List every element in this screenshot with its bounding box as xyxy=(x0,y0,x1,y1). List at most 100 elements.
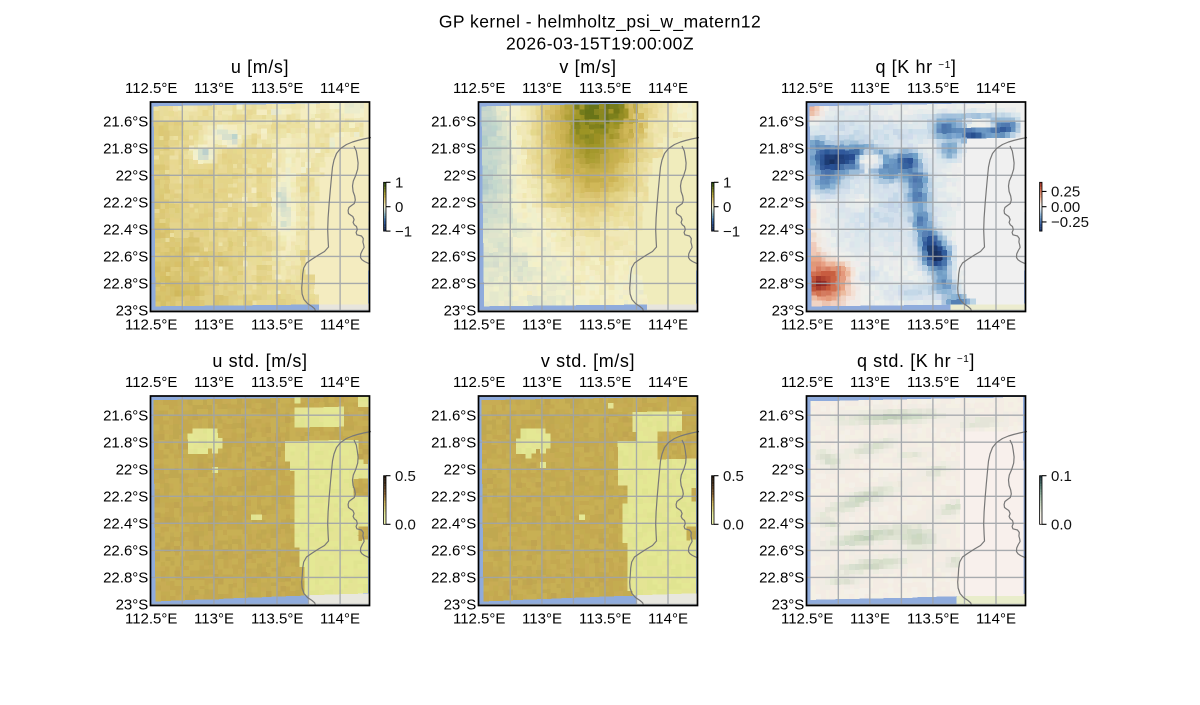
svg-text:112.5°E: 112.5°E xyxy=(453,374,505,391)
svg-text:113.5°E: 113.5°E xyxy=(579,374,631,391)
svg-text:22.8°S: 22.8°S xyxy=(431,276,476,293)
svg-text:113°E: 113°E xyxy=(194,316,234,333)
svg-text:114°E: 114°E xyxy=(320,610,360,627)
svg-text:22.6°S: 22.6°S xyxy=(759,249,804,266)
svg-text:23°S: 23°S xyxy=(772,303,805,320)
svg-text:22°S: 22°S xyxy=(444,168,477,185)
svg-text:113.5°E: 113.5°E xyxy=(251,316,303,333)
svg-text:113°E: 113°E xyxy=(850,80,890,97)
svg-text:112.5°E: 112.5°E xyxy=(125,316,177,333)
svg-text:21.8°S: 21.8°S xyxy=(431,434,476,451)
svg-text:114°E: 114°E xyxy=(320,374,360,391)
svg-text:22.6°S: 22.6°S xyxy=(431,543,476,560)
svg-text:113.5°E: 113.5°E xyxy=(579,80,631,97)
svg-text:22.4°S: 22.4°S xyxy=(103,516,148,533)
svg-text:21.8°S: 21.8°S xyxy=(759,434,804,451)
svg-text:113.5°E: 113.5°E xyxy=(251,610,303,627)
svg-text:v [m/s]: v [m/s] xyxy=(559,57,616,77)
svg-text:22.4°S: 22.4°S xyxy=(431,516,476,533)
svg-text:21.6°S: 21.6°S xyxy=(103,113,148,130)
svg-text:114°E: 114°E xyxy=(976,316,1016,333)
svg-text:114°E: 114°E xyxy=(976,374,1016,391)
svg-text:2026-03-15T19:00:00Z: 2026-03-15T19:00:00Z xyxy=(506,34,694,54)
svg-text:22.4°S: 22.4°S xyxy=(759,222,804,239)
svg-text:22.2°S: 22.2°S xyxy=(431,195,476,212)
svg-text:22.6°S: 22.6°S xyxy=(431,249,476,266)
svg-text:1: 1 xyxy=(395,175,403,192)
svg-text:113.5°E: 113.5°E xyxy=(251,374,303,391)
svg-text:0.25: 0.25 xyxy=(1051,184,1080,201)
svg-text:112.5°E: 112.5°E xyxy=(781,316,833,333)
svg-text:21.6°S: 21.6°S xyxy=(759,113,804,130)
svg-text:113°E: 113°E xyxy=(194,374,234,391)
svg-text:113°E: 113°E xyxy=(194,610,234,627)
svg-text:112.5°E: 112.5°E xyxy=(453,316,505,333)
svg-text:22.6°S: 22.6°S xyxy=(759,543,804,560)
svg-text:23°S: 23°S xyxy=(444,303,477,320)
svg-text:113.5°E: 113.5°E xyxy=(907,610,959,627)
svg-text:112.5°E: 112.5°E xyxy=(125,80,177,97)
svg-text:22°S: 22°S xyxy=(772,462,805,479)
svg-text:−0.25: −0.25 xyxy=(1051,214,1089,231)
svg-text:22.6°S: 22.6°S xyxy=(103,543,148,560)
svg-text:22.8°S: 22.8°S xyxy=(103,570,148,587)
svg-text:21.8°S: 21.8°S xyxy=(103,434,148,451)
svg-text:112.5°E: 112.5°E xyxy=(781,610,833,627)
svg-text:23°S: 23°S xyxy=(444,597,477,614)
svg-text:114°E: 114°E xyxy=(648,80,688,97)
svg-text:114°E: 114°E xyxy=(320,316,360,333)
svg-text:113.5°E: 113.5°E xyxy=(907,80,959,97)
svg-text:114°E: 114°E xyxy=(320,80,360,97)
svg-text:113°E: 113°E xyxy=(522,374,562,391)
svg-text:22.2°S: 22.2°S xyxy=(103,195,148,212)
svg-text:23°S: 23°S xyxy=(116,303,149,320)
svg-text:113°E: 113°E xyxy=(850,316,890,333)
svg-text:22.2°S: 22.2°S xyxy=(759,489,804,506)
svg-text:112.5°E: 112.5°E xyxy=(781,374,833,391)
svg-text:113°E: 113°E xyxy=(850,374,890,391)
svg-text:−1: −1 xyxy=(723,223,740,240)
svg-text:22°S: 22°S xyxy=(116,462,149,479)
svg-text:112.5°E: 112.5°E xyxy=(453,610,505,627)
svg-text:114°E: 114°E xyxy=(976,610,1016,627)
svg-text:21.8°S: 21.8°S xyxy=(431,140,476,157)
svg-text:113°E: 113°E xyxy=(522,80,562,97)
svg-text:114°E: 114°E xyxy=(648,316,688,333)
svg-text:22.8°S: 22.8°S xyxy=(759,570,804,587)
svg-text:114°E: 114°E xyxy=(648,374,688,391)
svg-text:21.6°S: 21.6°S xyxy=(759,407,804,424)
svg-text:113°E: 113°E xyxy=(194,80,234,97)
svg-text:v std. [m/s]: v std. [m/s] xyxy=(541,351,635,371)
svg-text:21.6°S: 21.6°S xyxy=(103,407,148,424)
svg-text:113.5°E: 113.5°E xyxy=(907,374,959,391)
svg-text:114°E: 114°E xyxy=(976,80,1016,97)
svg-text:22.4°S: 22.4°S xyxy=(759,516,804,533)
svg-text:22.8°S: 22.8°S xyxy=(759,276,804,293)
svg-text:23°S: 23°S xyxy=(116,597,149,614)
svg-text:0.0: 0.0 xyxy=(395,517,416,534)
svg-text:22.8°S: 22.8°S xyxy=(103,276,148,293)
svg-text:22.6°S: 22.6°S xyxy=(103,249,148,266)
svg-text:0.00: 0.00 xyxy=(1051,199,1080,216)
svg-text:0: 0 xyxy=(723,199,731,216)
svg-text:0.5: 0.5 xyxy=(723,468,744,485)
svg-text:22.2°S: 22.2°S xyxy=(759,195,804,212)
svg-text:22.2°S: 22.2°S xyxy=(103,489,148,506)
svg-text:113°E: 113°E xyxy=(522,610,562,627)
svg-text:q std. [K hr −1]: q std. [K hr −1] xyxy=(857,351,975,371)
svg-text:0.1: 0.1 xyxy=(1051,468,1072,485)
svg-text:23°S: 23°S xyxy=(772,597,805,614)
svg-text:113°E: 113°E xyxy=(850,610,890,627)
svg-text:113.5°E: 113.5°E xyxy=(579,316,631,333)
svg-text:q [K hr −1]: q [K hr −1] xyxy=(875,57,956,77)
svg-text:112.5°E: 112.5°E xyxy=(125,374,177,391)
svg-text:0: 0 xyxy=(395,199,403,216)
svg-text:112.5°E: 112.5°E xyxy=(125,610,177,627)
svg-text:21.6°S: 21.6°S xyxy=(431,113,476,130)
svg-text:22.4°S: 22.4°S xyxy=(103,222,148,239)
svg-text:0.0: 0.0 xyxy=(723,517,744,534)
svg-text:114°E: 114°E xyxy=(648,610,688,627)
svg-text:22.8°S: 22.8°S xyxy=(431,570,476,587)
svg-text:1: 1 xyxy=(723,175,731,192)
svg-text:GP kernel - helmholtz_psi_w_ma: GP kernel - helmholtz_psi_w_matern12 xyxy=(439,12,761,33)
